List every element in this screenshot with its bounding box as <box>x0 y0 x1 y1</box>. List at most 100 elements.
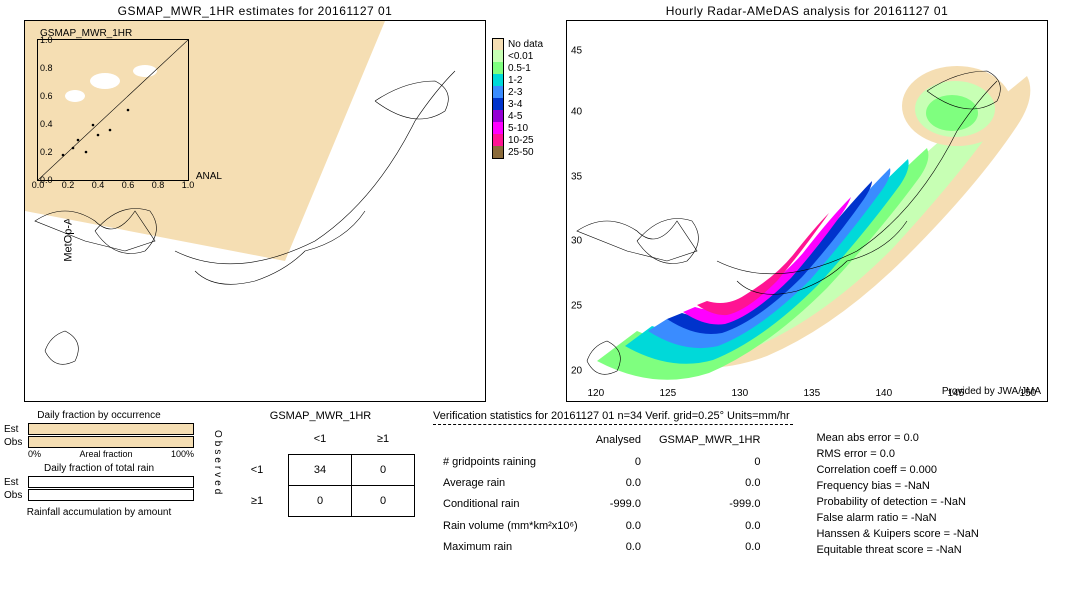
legend-row: 4-5 <box>492 110 564 122</box>
c1: <1 <box>289 424 352 455</box>
tk: 125 <box>659 388 676 399</box>
score-name: Correlation coeff = 0.000 <box>812 463 982 477</box>
inset-plot <box>38 40 188 180</box>
itk: 1.0 <box>182 180 195 190</box>
legend-swatch <box>492 146 504 159</box>
colorbar-legend: No data<0.010.5-11-22-33-44-55-1010-2525… <box>492 38 564 158</box>
score-table: Mean abs error = 0.0 RMS error = 0.0 Corre… <box>810 429 984 559</box>
legend-label: 4-5 <box>508 111 522 122</box>
bar <box>28 489 194 501</box>
stat-a: -999.0 <box>588 495 649 514</box>
stat-b: -999.0 <box>651 495 768 514</box>
itk: 0.8 <box>40 63 53 73</box>
legend-swatch <box>492 62 504 74</box>
tk: 30 <box>571 236 582 247</box>
legend-swatch <box>492 86 504 98</box>
cell: 0 <box>289 486 352 517</box>
score-name: Mean abs error = 0.0 <box>812 431 982 445</box>
legend-swatch <box>492 134 504 146</box>
cell: 34 <box>289 455 352 486</box>
legend-row: 10-25 <box>492 134 564 146</box>
inset-xlabel: ANAL <box>196 171 222 182</box>
xl: Areal fraction <box>79 449 132 459</box>
tk: 20 <box>571 365 582 376</box>
frac-t1: Daily fraction by occurrence <box>4 410 194 421</box>
score-name: RMS error = 0.0 <box>812 447 982 461</box>
fraction-panel: Daily fraction by occurrence Est Obs 0%A… <box>4 410 194 520</box>
left-map: GSMAP_MWR_1HR 1.0 0.8 0.6 0.4 0.2 0.0 0.… <box>24 20 486 402</box>
itk: 0.0 <box>32 180 45 190</box>
inset-title: GSMAP_MWR_1HR <box>40 28 132 39</box>
stat-a: 0.0 <box>588 516 649 535</box>
score-name: Hanssen & Kuipers score = -NaN <box>812 527 982 541</box>
stat-name: Average rain <box>435 473 586 492</box>
itk: 0.4 <box>92 180 105 190</box>
stat-a: 0 <box>588 452 649 471</box>
right-map-panel: Hourly Radar-AMeDAS analysis for 2016112… <box>566 4 1048 402</box>
left-title: GSMAP_MWR_1HR estimates for 20161127 01 <box>24 4 486 18</box>
r1: <1 <box>226 455 289 486</box>
s0: 0% <box>28 449 41 459</box>
colA: Analysed <box>588 431 649 450</box>
tk: 140 <box>875 388 892 399</box>
right-title: Hourly Radar-AMeDAS analysis for 2016112… <box>566 4 1048 18</box>
legend-row: 3-4 <box>492 98 564 110</box>
legend-swatch <box>492 38 504 51</box>
stat-name: Rain volume (mm*km²x10⁶) <box>435 516 586 535</box>
itk: 0.6 <box>122 180 135 190</box>
legend-label: 1-2 <box>508 75 522 86</box>
left-map-panel: GSMAP_MWR_1HR estimates for 20161127 01 … <box>24 4 486 402</box>
legend-label: <0.01 <box>508 51 533 62</box>
stat-b: 0.0 <box>651 538 768 557</box>
legend-row: 1-2 <box>492 74 564 86</box>
cell: 0 <box>352 486 415 517</box>
tk: 45 <box>571 46 582 57</box>
legend-row: 2-3 <box>492 86 564 98</box>
legend-row: 5-10 <box>492 122 564 134</box>
tk: 35 <box>571 171 582 182</box>
score-name: False alarm ratio = -NaN <box>812 511 982 525</box>
legend-swatch <box>492 122 504 134</box>
stat-a: 0.0 <box>588 538 649 557</box>
bar <box>28 436 194 448</box>
stat-a: 0.0 <box>588 473 649 492</box>
tk: 130 <box>731 388 748 399</box>
itk: 0.4 <box>40 119 53 129</box>
stat-name: Maximum rain <box>435 538 586 557</box>
contingency-table: <1≥1 <1 34 0 ≥1 0 0 <box>226 424 415 517</box>
r2: ≥1 <box>226 486 289 517</box>
tk: 25 <box>571 301 582 312</box>
stat-b: 0.0 <box>651 473 768 492</box>
right-rainfield <box>567 21 1047 401</box>
score-name: Equitable threat score = -NaN <box>812 543 982 557</box>
tk: 40 <box>571 107 582 118</box>
legend-label: 10-25 <box>508 135 534 146</box>
stats-table: Analysed GSMAP_MWR_1HR # gridpoints rain… <box>433 429 770 559</box>
legend-label: 25-50 <box>508 147 534 158</box>
legend-label: No data <box>508 39 543 50</box>
frac-t2: Daily fraction of total rain <box>4 463 194 474</box>
itk: 0.6 <box>40 91 53 101</box>
tk: 135 <box>803 388 820 399</box>
bar <box>28 476 194 488</box>
divider <box>433 424 793 425</box>
legend-swatch <box>492 74 504 86</box>
itk: 0.8 <box>152 180 165 190</box>
legend-row: <0.01 <box>492 50 564 62</box>
legend-label: 0.5-1 <box>508 63 531 74</box>
inset-scatter: GSMAP_MWR_1HR 1.0 0.8 0.6 0.4 0.2 0.0 0.… <box>37 39 189 181</box>
lbl: Obs <box>4 437 28 448</box>
stat-name: # gridpoints raining <box>435 452 586 471</box>
score-name: Frequency bias = -NaN <box>812 479 982 493</box>
itk: 0.2 <box>62 180 75 190</box>
maps-row: GSMAP_MWR_1HR estimates for 20161127 01 … <box>4 4 1076 402</box>
legend-swatch <box>492 110 504 122</box>
legend-label: 5-10 <box>508 123 528 134</box>
stat-name: Conditional rain <box>435 495 586 514</box>
ct-title: GSMAP_MWR_1HR <box>226 410 415 422</box>
stats-panel: Verification statistics for 20161127 01 … <box>433 410 1076 559</box>
score-name: Probability of detection = -NaN <box>812 495 982 509</box>
right-map: 45 40 35 30 25 20 120 125 130 135 140 14… <box>566 20 1048 402</box>
tk: 120 <box>587 388 604 399</box>
stat-b: 0.0 <box>651 516 768 535</box>
